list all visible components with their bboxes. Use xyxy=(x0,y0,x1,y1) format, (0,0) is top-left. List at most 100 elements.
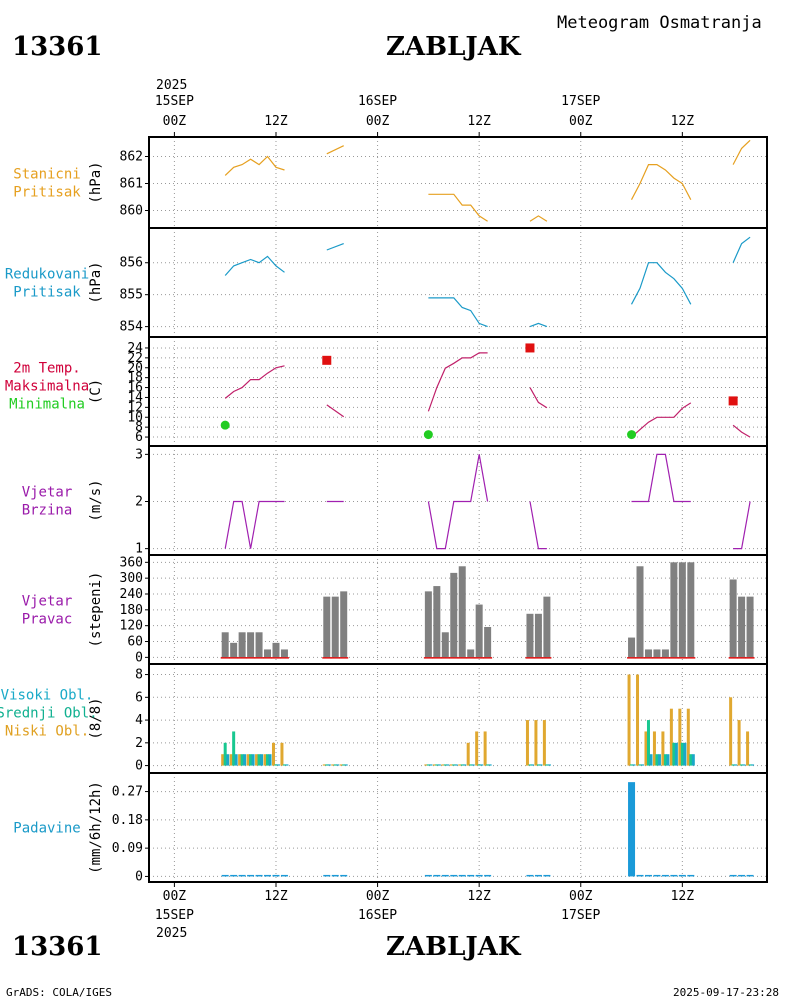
panel-frame xyxy=(148,772,768,883)
max-temp-marker xyxy=(525,343,535,353)
y-unit-label: (m/s) xyxy=(88,479,104,521)
cloud-bar-niski xyxy=(636,674,640,766)
series-line-redukovani xyxy=(326,243,344,251)
wind-dir-bar xyxy=(526,613,534,658)
y-tick-label: 1 xyxy=(135,542,143,557)
y-tick-label: 14 xyxy=(127,390,143,405)
y-tick-label: 8 xyxy=(135,420,143,435)
y-unit-label: (mm/6h/12h) xyxy=(88,781,104,874)
cloud-bar-srednji xyxy=(240,754,244,766)
cloud-bar-srednji xyxy=(249,754,253,766)
cloud-bar-niski xyxy=(229,754,233,766)
panel-label-vjetar_pravac: Vjetar xyxy=(22,594,73,610)
cloud-bar-srednji xyxy=(333,764,337,766)
cloud-bar-visoki xyxy=(632,764,636,766)
cloud-bar-niski xyxy=(746,731,750,766)
cloud-bar-srednji xyxy=(342,764,346,766)
time-day-label-bottom: 17SEP xyxy=(561,908,601,923)
time-hour-label-bottom: 00Z xyxy=(365,889,390,904)
y-tick-label: 240 xyxy=(120,587,143,602)
panel-vjetar_pravac: (stepeni) Vjetar Pravac xyxy=(22,554,768,665)
cloud-bar-visoki xyxy=(243,754,247,766)
cloud-bar-niski xyxy=(441,764,445,766)
precip-bar xyxy=(221,874,229,877)
panel-padavine: (mm/6h/12h) Padavine xyxy=(13,772,768,883)
cloud-bar-srednji xyxy=(646,720,650,766)
panel-oblaci: (8/8)Visoki Obl. Srednji Obl. Niski Obl. xyxy=(0,663,768,774)
y-tick-label: 16 xyxy=(127,381,143,396)
precip-bar xyxy=(272,874,280,877)
cloud-bar-srednji xyxy=(443,764,447,766)
cloud-bar-visoki xyxy=(649,754,653,766)
panel-temp: (C) 2m Temp. Maksimalna Minimalna xyxy=(5,336,768,447)
series-line-temp xyxy=(631,402,692,438)
time-day-label-top: 15SEP xyxy=(154,94,194,109)
cloud-bar-srednji xyxy=(426,764,430,766)
y-tick-label: 10 xyxy=(127,410,143,425)
precip-bar xyxy=(534,874,542,877)
cloud-bar-niski xyxy=(661,731,665,766)
precip-bar xyxy=(543,874,551,877)
cloud-bar-srednji xyxy=(486,764,490,766)
wind-dir-bar xyxy=(433,586,441,658)
cloud-bar-srednji xyxy=(740,764,744,766)
cloud-bar-srednji xyxy=(672,742,676,766)
cloud-bar-srednji xyxy=(748,764,752,766)
cloud-bar-visoki xyxy=(674,742,678,766)
cloud-bar-niski xyxy=(669,708,673,766)
footer-timestamp: 2025-09-17-23:28 xyxy=(673,986,779,999)
cloud-bar-visoki xyxy=(683,742,687,766)
panel-label-stanicni: Pritisak xyxy=(13,185,81,201)
cloud-bar-visoki xyxy=(657,754,661,766)
cloud-bar-niski xyxy=(255,754,259,766)
time-hour-label-top: 12Z xyxy=(670,114,695,129)
cloud-bar-niski xyxy=(729,697,733,766)
wind-dir-bar xyxy=(221,632,229,658)
footer-credit: GrADS: COLA/IGES xyxy=(6,986,112,999)
panel-stanicni: (hPa) Stanicni Pritisak xyxy=(13,136,768,229)
series-line-vjetar_brzina xyxy=(733,501,751,550)
cloud-bar-visoki xyxy=(547,764,551,766)
y-tick-label: 3 xyxy=(135,447,143,462)
panel-label-oblaci: Srednji Obl. xyxy=(0,706,98,722)
wind-dir-bar xyxy=(238,632,246,658)
time-day-label-top: 16SEP xyxy=(357,94,398,109)
wind-dir-bar xyxy=(323,596,331,658)
cloud-bar-visoki xyxy=(734,764,738,766)
cloud-bar-srednji xyxy=(232,731,236,766)
cloud-bar-visoki xyxy=(454,764,458,766)
y-tick-label: 120 xyxy=(120,619,143,634)
precip-bar xyxy=(433,874,441,877)
wind-dir-bar xyxy=(458,566,466,658)
time-hour-label-top: 00Z xyxy=(365,114,390,129)
wind-dir-bar xyxy=(272,642,280,658)
y-tick-label: 0.27 xyxy=(112,785,143,800)
time-hour-label-top: 12Z xyxy=(467,114,491,129)
wind-dir-bar xyxy=(475,604,483,658)
station-name-bottom: ZABLJAK xyxy=(386,932,521,962)
y-tick-label: 854 xyxy=(120,320,144,335)
subtitle: Meteogram Osmatranja xyxy=(557,13,762,33)
panel-label-temp: Maksimalna xyxy=(5,379,89,395)
cloud-bar-niski xyxy=(534,720,538,766)
cloud-bar-niski xyxy=(466,742,470,766)
y-tick-label: 8 xyxy=(135,668,143,683)
cloud-bar-niski xyxy=(263,754,267,766)
wind-dir-bar xyxy=(534,613,542,658)
cloud-bar-visoki xyxy=(268,754,272,766)
cloud-bar-niski xyxy=(686,708,690,766)
cloud-bar-niski xyxy=(678,708,682,766)
cloud-bar-niski xyxy=(339,764,343,766)
time-hour-label-top: 00Z xyxy=(162,114,187,129)
cloud-bar-srednji xyxy=(274,764,278,766)
year-bottom: 2025 xyxy=(156,926,188,941)
cloud-bar-visoki xyxy=(691,754,695,766)
wind-dir-bar xyxy=(653,649,661,658)
precip-bar xyxy=(678,874,686,877)
wind-dir-bar xyxy=(424,591,432,658)
series-line-temp xyxy=(224,365,285,399)
cloud-bar-srednji xyxy=(536,764,540,766)
y-tick-label: 0 xyxy=(135,869,143,884)
wind-dir-bar xyxy=(746,596,754,658)
cloud-bar-srednji xyxy=(689,754,693,766)
